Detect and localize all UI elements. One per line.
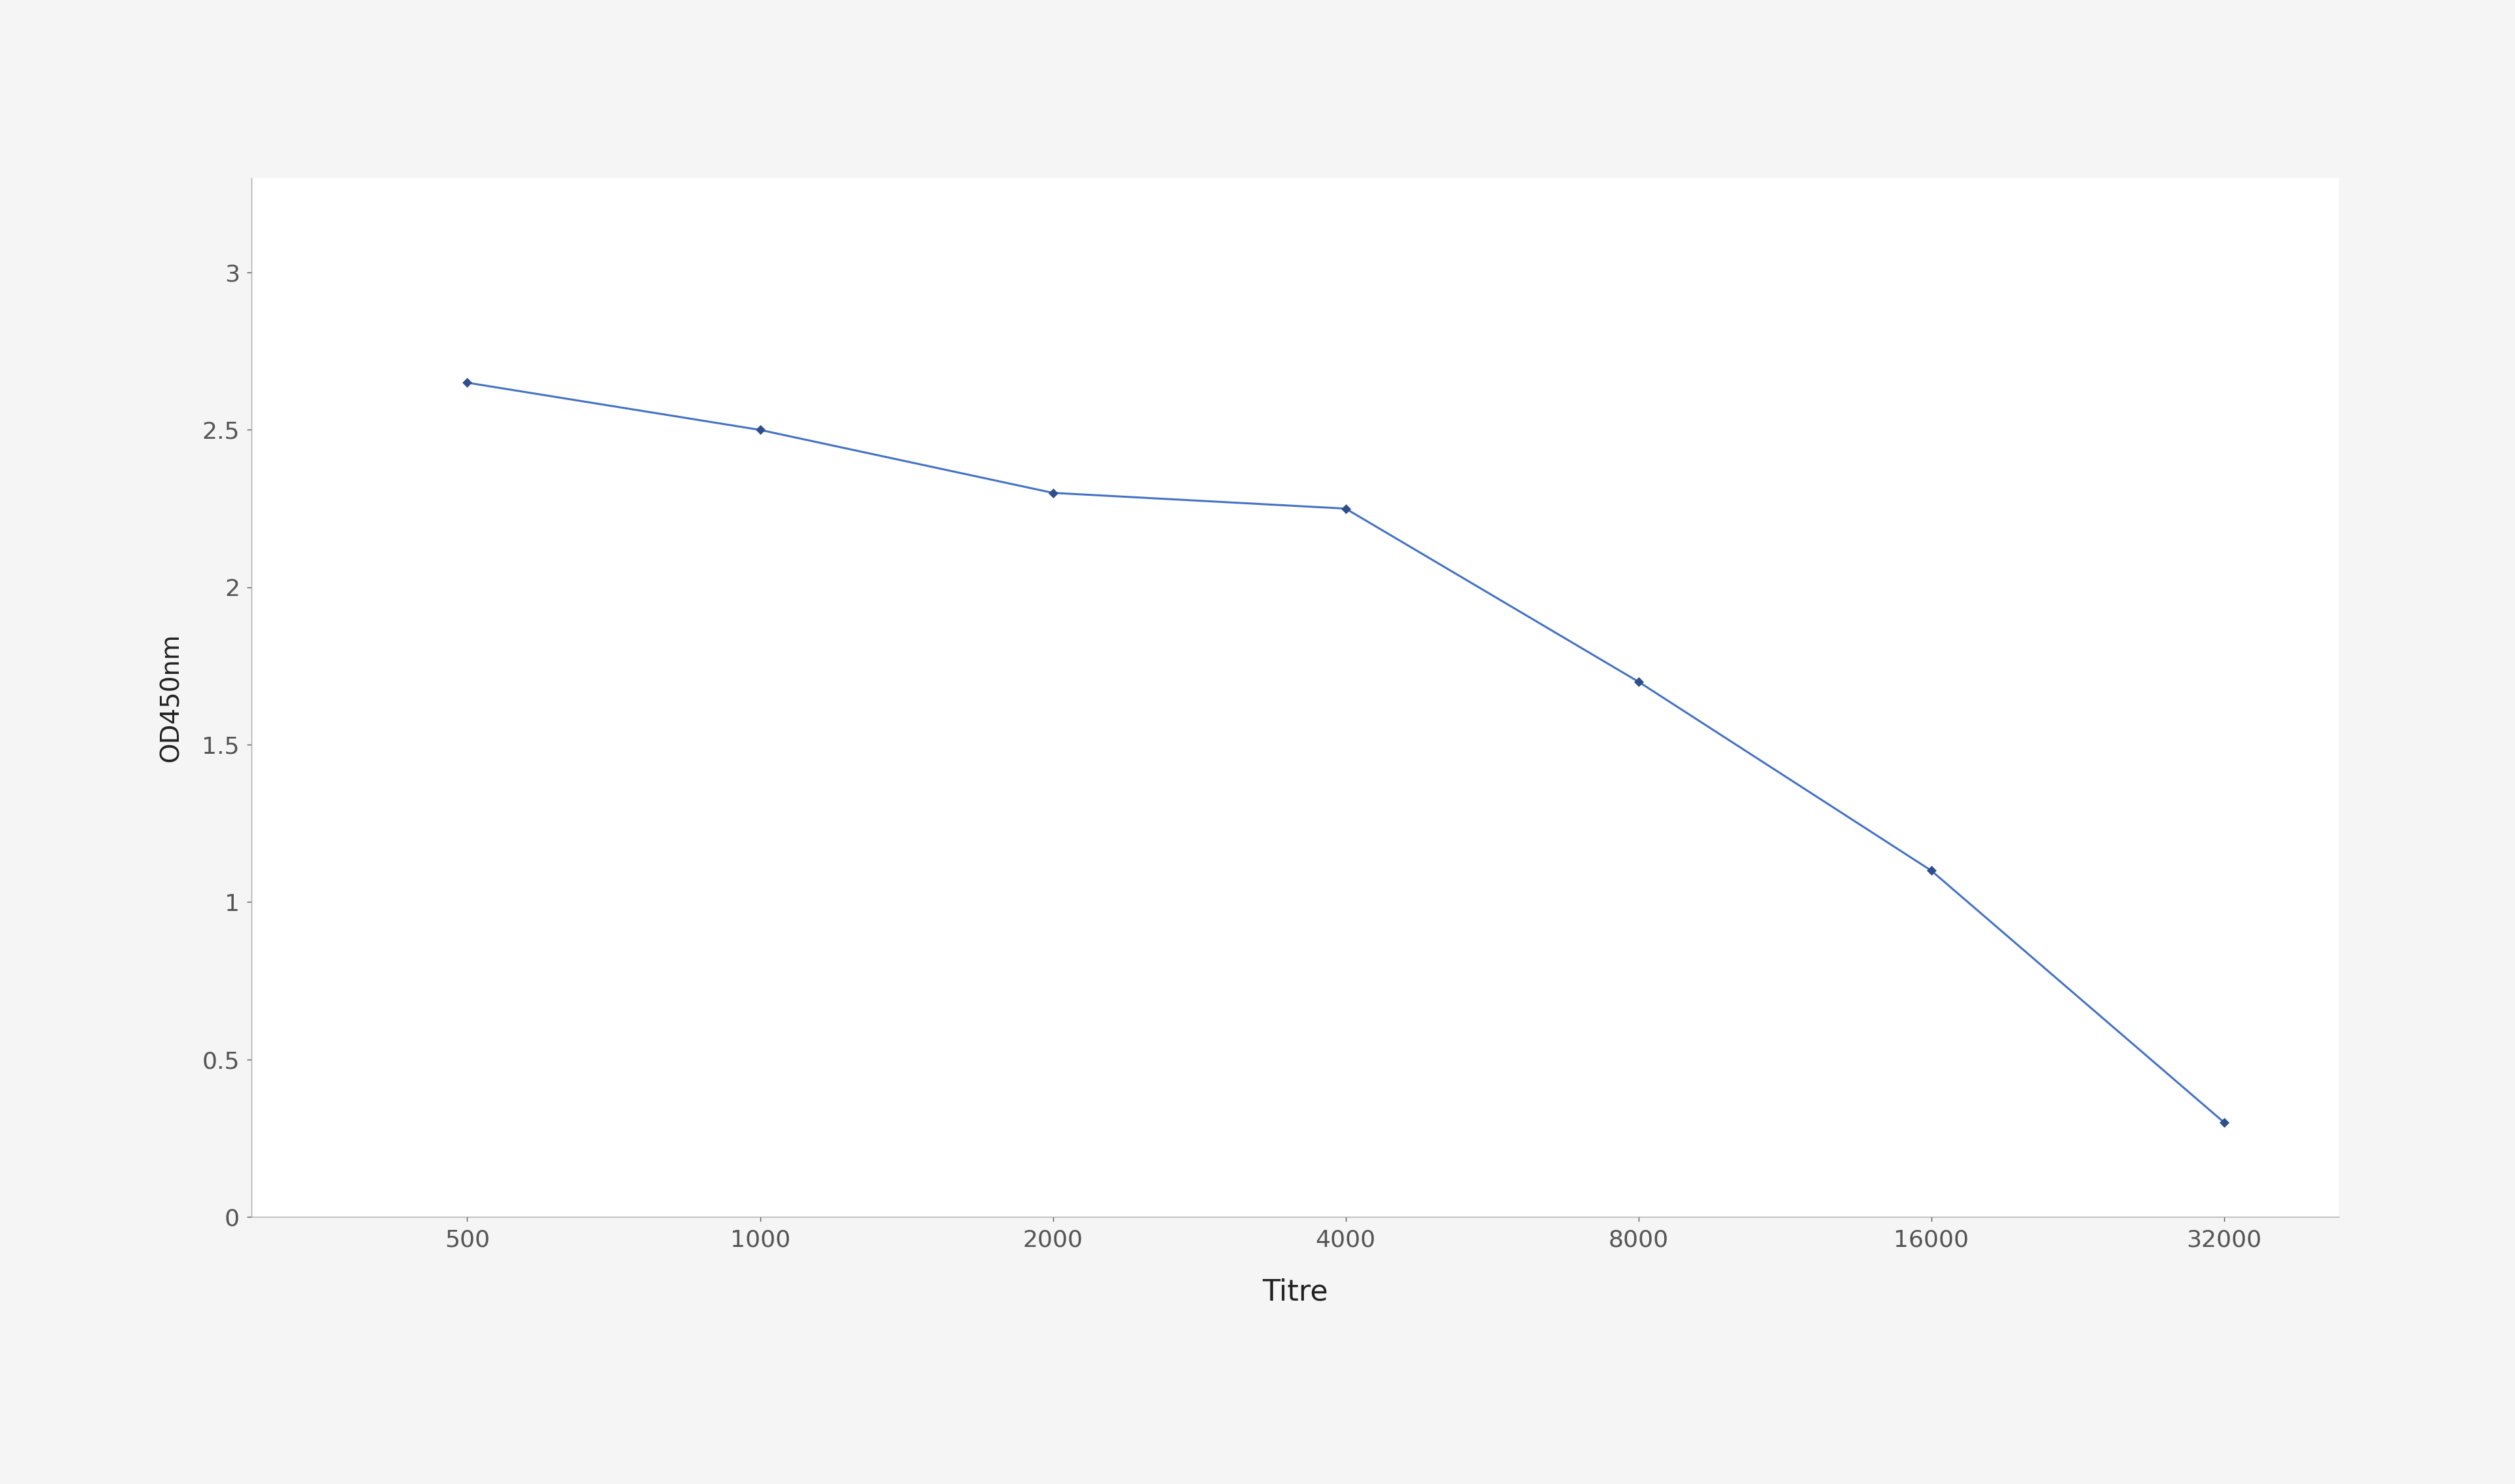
X-axis label: Titre: Titre xyxy=(1263,1278,1328,1306)
Y-axis label: OD450nm: OD450nm xyxy=(158,634,184,761)
